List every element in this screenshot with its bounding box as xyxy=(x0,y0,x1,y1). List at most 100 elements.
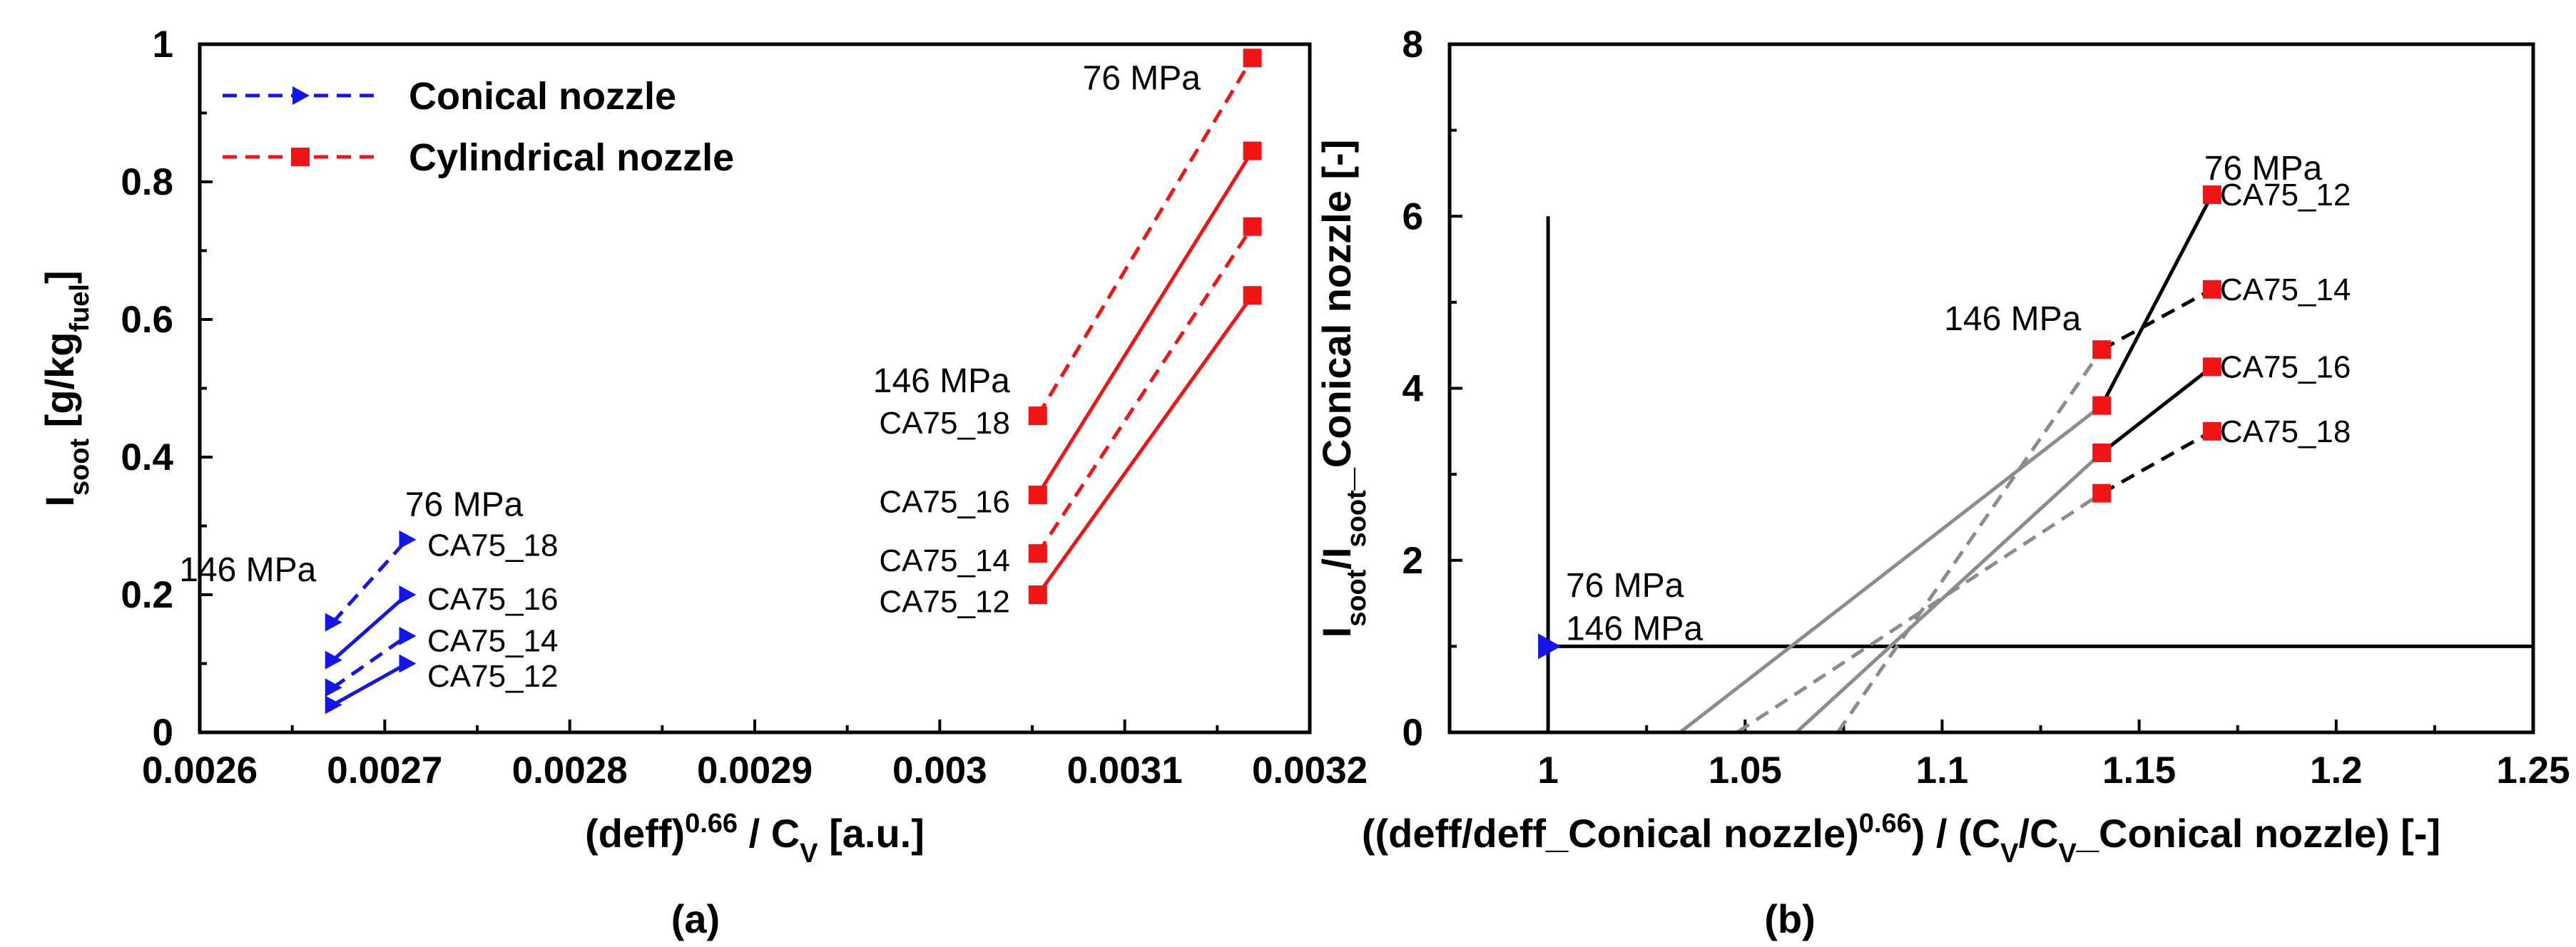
series-line xyxy=(2100,429,2214,495)
data-point-square xyxy=(2092,443,2112,462)
data-point-square xyxy=(1028,406,1047,426)
annotation-label: CA75_18 xyxy=(427,528,558,563)
series-line xyxy=(2100,365,2214,454)
panel-a-label: (a) xyxy=(671,896,720,941)
data-point-square xyxy=(2092,483,2112,503)
y-tick-label: 2 xyxy=(1402,540,1423,582)
legend-marker xyxy=(292,86,310,105)
data-point-triangle xyxy=(1538,633,1562,660)
annotation-label: CA75_18 xyxy=(879,406,1009,441)
series-line xyxy=(332,662,408,707)
x-tick-label: 1 xyxy=(1537,749,1558,792)
series-ca75-18 xyxy=(1028,48,1262,426)
x-tick-label: 0.0026 xyxy=(142,749,258,792)
x-tick-label: 1.15 xyxy=(2102,749,2176,792)
data-point-square xyxy=(1243,141,1262,160)
annotation-label: 76 MPa xyxy=(2204,150,2323,188)
y-tick-label: 0.8 xyxy=(121,161,173,203)
x-tick-label: 0.0032 xyxy=(1252,749,1368,792)
data-point-triangle xyxy=(325,613,342,632)
data-point-square xyxy=(1028,585,1047,604)
series-line xyxy=(1036,225,1254,555)
series-line xyxy=(332,593,409,662)
series-line xyxy=(332,634,408,690)
series-ca75-14 xyxy=(1028,217,1262,563)
panel-a-ticks: 0.0026 0.0027 0.0028 0.0029 0.003 0.0031 0.003… xyxy=(121,24,1368,792)
legend-label: Cylindrical nozzle xyxy=(409,136,734,179)
x-tick-label: 0.0031 xyxy=(1067,749,1183,792)
y-tick-label: 8 xyxy=(1402,24,1423,66)
panel-b-chart: 1 1.05 1.1 1.15 1.2 1.25 0 2 4 6 8 76 MPa 146 MPa CA… xyxy=(1314,24,2570,941)
panel-a-chart: 0.0026 0.0027 0.0028 0.0029 0.003 0.0031 0.003… xyxy=(37,24,1368,941)
annotation-label: 146 MPa xyxy=(873,362,1010,400)
series-line xyxy=(2100,287,2214,352)
data-point-square xyxy=(1028,544,1047,563)
annotation-label: CA75_18 xyxy=(2220,414,2351,449)
series-ca75-18 xyxy=(325,530,417,632)
annotation-label: CA75_12 xyxy=(427,659,558,694)
panel-a-y-axis-title: Isoot [g/kgfuel] xyxy=(37,270,95,506)
x-tick-label: 0.003 xyxy=(892,749,987,792)
series-line xyxy=(2099,193,2214,406)
data-point-triangle xyxy=(399,530,417,549)
panel-a-series xyxy=(325,48,1262,715)
y-tick-label: 1 xyxy=(153,24,173,66)
series-ca75-12 xyxy=(1028,286,1262,604)
data-point-square xyxy=(1243,286,1262,305)
series-ca75-12 xyxy=(2092,185,2221,415)
y-tick-label: 6 xyxy=(1402,195,1423,237)
data-point-triangle xyxy=(399,654,417,673)
annotation-label: 76 MPa xyxy=(1566,567,1684,605)
annotation-label: 76 MPa xyxy=(1083,59,1201,97)
panel-b-plot-frame xyxy=(1447,42,2535,734)
data-point-triangle xyxy=(399,626,417,645)
annotation-label: 146 MPa xyxy=(1566,610,1703,647)
y-tick-label: 0 xyxy=(1402,712,1423,754)
legend-marker xyxy=(291,148,310,166)
panel-b-series xyxy=(1538,185,2533,734)
series-line xyxy=(1036,294,1254,596)
x-tick-label: 0.0028 xyxy=(512,749,628,792)
panel-a-plot-frame xyxy=(198,42,1312,734)
annotation-label: CA75_16 xyxy=(2220,349,2351,384)
data-point-square xyxy=(2202,280,2221,299)
data-point-square xyxy=(2202,421,2221,441)
annotation-label: 76 MPa xyxy=(405,486,524,524)
annotation-label: 146 MPa xyxy=(179,551,316,589)
annotation-label: CA75_14 xyxy=(427,624,558,659)
x-tick-label: 0.0027 xyxy=(327,749,442,792)
annotation-label: 146 MPa xyxy=(1944,300,2081,338)
panel-b-x-axis-title: ((deff/deff_Conical nozzle)0.66) / (CV/C… xyxy=(1362,809,2440,869)
y-tick-label: 0.4 xyxy=(121,436,173,478)
panel-b-label: (b) xyxy=(1764,896,1816,941)
y-tick-label: 4 xyxy=(1402,368,1424,410)
series-ca75-12 xyxy=(325,654,417,715)
annotation-label: CA75_12 xyxy=(2220,178,2351,213)
y-tick-label: 0.6 xyxy=(121,299,173,341)
data-point-square xyxy=(1243,217,1262,236)
trend-line xyxy=(1836,348,2104,734)
panel-b-annotations: 76 MPa 146 MPa CA75_12 CA75_14 CA75_16 CA75_1… xyxy=(1566,150,2351,647)
series-ca75-18 xyxy=(2092,421,2221,503)
data-point-triangle xyxy=(325,678,342,697)
data-point-square xyxy=(1028,486,1047,505)
panel-a-x-axis-title: (deff)0.66 / CV [a.u.] xyxy=(585,809,925,869)
trend-line xyxy=(1679,404,2103,734)
x-tick-label: 1.1 xyxy=(1916,749,1969,792)
trend-line xyxy=(1736,491,2103,734)
legend-entry: Cylindrical nozzle xyxy=(223,136,734,179)
x-tick-label: 0.0029 xyxy=(697,749,813,792)
data-point-triangle xyxy=(399,585,417,604)
legend-entry: Conical nozzle xyxy=(223,75,676,118)
x-tick-label: 1.05 xyxy=(1709,749,1782,792)
series-ca75-16 xyxy=(2092,357,2221,462)
legend-label: Conical nozzle xyxy=(409,75,676,118)
data-point-triangle xyxy=(325,650,342,670)
series-line xyxy=(1036,57,1254,417)
annotation-label: CA75_16 xyxy=(879,485,1009,520)
annotation-label: CA75_12 xyxy=(879,585,1009,620)
series-ca75-16 xyxy=(325,585,417,670)
series-ca75-16 xyxy=(1028,141,1262,505)
